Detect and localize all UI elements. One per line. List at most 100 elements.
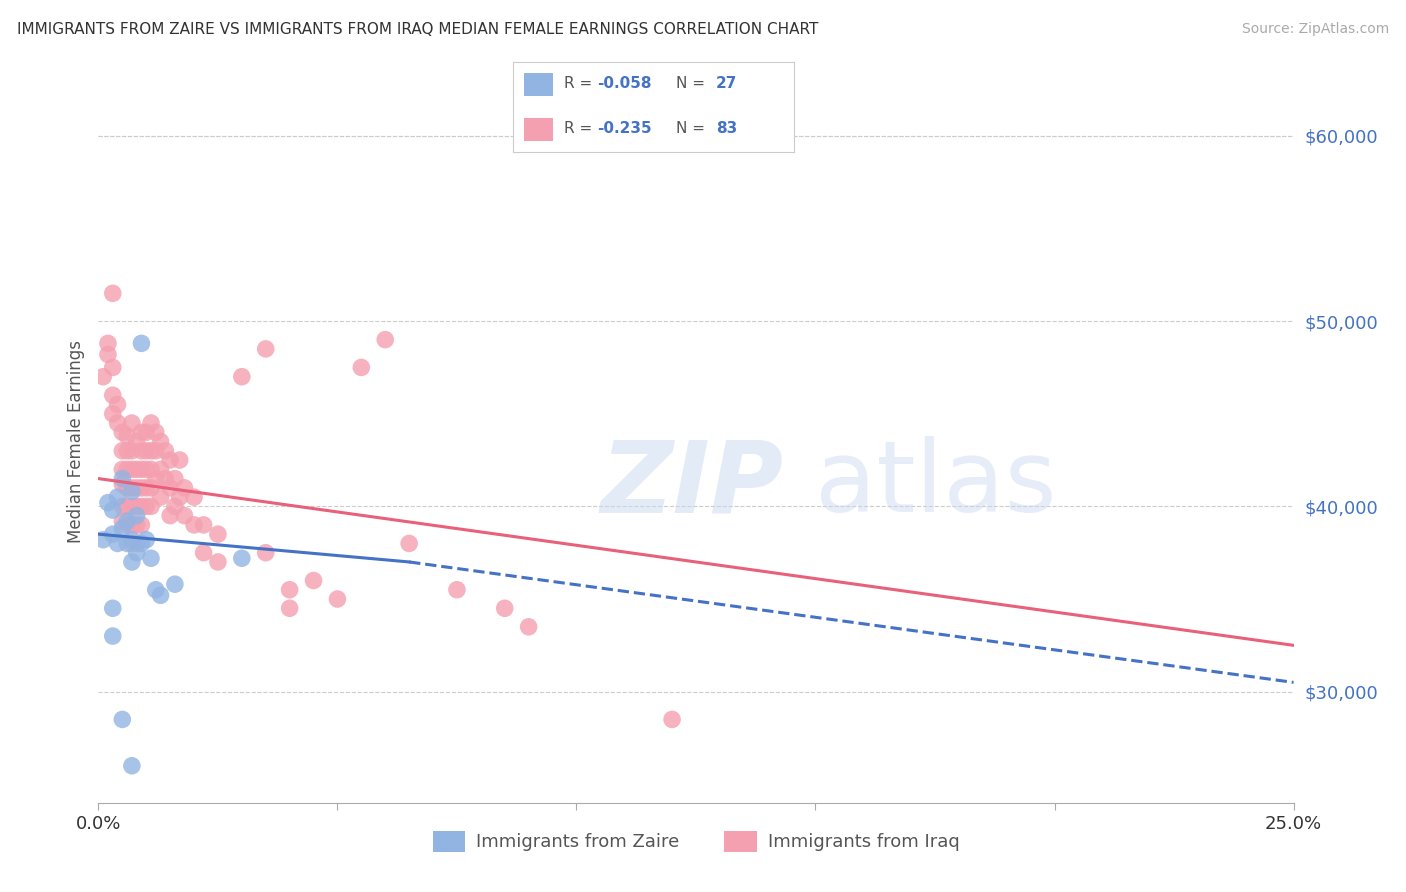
- Point: [193, 546, 215, 560]
- Point: [145, 443, 167, 458]
- Point: [111, 514, 134, 528]
- Point: [115, 443, 138, 458]
- Point: [135, 425, 157, 440]
- Point: [139, 481, 162, 495]
- Point: [135, 462, 157, 476]
- Point: [183, 517, 205, 532]
- Point: [91, 369, 114, 384]
- Point: [135, 500, 157, 514]
- Point: [111, 713, 134, 727]
- Point: [115, 514, 138, 528]
- Bar: [524, 118, 553, 141]
- Point: [125, 546, 148, 560]
- Point: [125, 462, 148, 476]
- Point: [125, 536, 148, 550]
- Point: [131, 517, 153, 532]
- Point: [115, 462, 138, 476]
- Point: [139, 416, 162, 430]
- Text: N =: N =: [676, 121, 710, 136]
- Point: [121, 481, 143, 495]
- Text: -0.058: -0.058: [598, 77, 652, 91]
- Point: [101, 407, 124, 421]
- Point: [139, 500, 162, 514]
- Point: [207, 555, 229, 569]
- Point: [121, 758, 143, 772]
- Text: IMMIGRANTS FROM ZAIRE VS IMMIGRANTS FROM IRAQ MEDIAN FEMALE EARNINGS CORRELATION: IMMIGRANTS FROM ZAIRE VS IMMIGRANTS FROM…: [17, 22, 818, 37]
- Point: [163, 577, 186, 591]
- Point: [173, 508, 195, 523]
- Point: [446, 582, 468, 597]
- Point: [121, 533, 143, 547]
- Point: [661, 713, 683, 727]
- Point: [231, 369, 253, 384]
- Point: [183, 490, 205, 504]
- Text: 27: 27: [716, 77, 737, 91]
- Point: [111, 425, 134, 440]
- Point: [163, 472, 186, 486]
- Point: [374, 333, 396, 347]
- Point: [149, 490, 172, 504]
- Legend: Immigrants from Zaire, Immigrants from Iraq: Immigrants from Zaire, Immigrants from I…: [426, 823, 966, 859]
- Point: [131, 462, 153, 476]
- Point: [231, 551, 253, 566]
- Point: [169, 453, 191, 467]
- Point: [155, 472, 177, 486]
- Point: [121, 517, 143, 532]
- Bar: [524, 73, 553, 96]
- Point: [101, 629, 124, 643]
- Point: [121, 462, 143, 476]
- Point: [326, 592, 349, 607]
- Point: [173, 481, 195, 495]
- Point: [149, 462, 172, 476]
- Point: [145, 582, 167, 597]
- Point: [149, 434, 172, 449]
- Point: [115, 517, 138, 532]
- Point: [193, 517, 215, 532]
- Text: atlas: atlas: [815, 436, 1057, 533]
- Point: [107, 490, 129, 504]
- Point: [107, 397, 129, 411]
- Point: [131, 443, 153, 458]
- Point: [254, 546, 277, 560]
- Point: [302, 574, 325, 588]
- Text: R =: R =: [564, 77, 598, 91]
- Text: ZIP: ZIP: [600, 436, 783, 533]
- Point: [135, 443, 157, 458]
- Point: [145, 425, 167, 440]
- Point: [115, 536, 138, 550]
- Point: [115, 500, 138, 514]
- Point: [398, 536, 420, 550]
- Point: [111, 472, 134, 486]
- Point: [101, 601, 124, 615]
- Point: [139, 462, 162, 476]
- Text: R =: R =: [564, 121, 598, 136]
- Y-axis label: Median Female Earnings: Median Female Earnings: [66, 340, 84, 543]
- Point: [125, 500, 148, 514]
- Point: [111, 500, 134, 514]
- Point: [278, 582, 301, 597]
- Point: [125, 517, 148, 532]
- Point: [517, 620, 540, 634]
- Point: [159, 508, 181, 523]
- Point: [107, 416, 129, 430]
- Text: N =: N =: [676, 77, 710, 91]
- Point: [125, 508, 148, 523]
- Point: [91, 533, 114, 547]
- Point: [101, 388, 124, 402]
- Point: [131, 481, 153, 495]
- Point: [125, 434, 148, 449]
- Point: [131, 500, 153, 514]
- Text: Source: ZipAtlas.com: Source: ZipAtlas.com: [1241, 22, 1389, 37]
- Point: [135, 481, 157, 495]
- Point: [207, 527, 229, 541]
- Point: [139, 443, 162, 458]
- Text: -0.235: -0.235: [598, 121, 652, 136]
- Point: [169, 490, 191, 504]
- Point: [131, 536, 153, 550]
- Point: [111, 443, 134, 458]
- Point: [139, 551, 162, 566]
- Point: [278, 601, 301, 615]
- Point: [163, 500, 186, 514]
- Point: [101, 527, 124, 541]
- Point: [101, 360, 124, 375]
